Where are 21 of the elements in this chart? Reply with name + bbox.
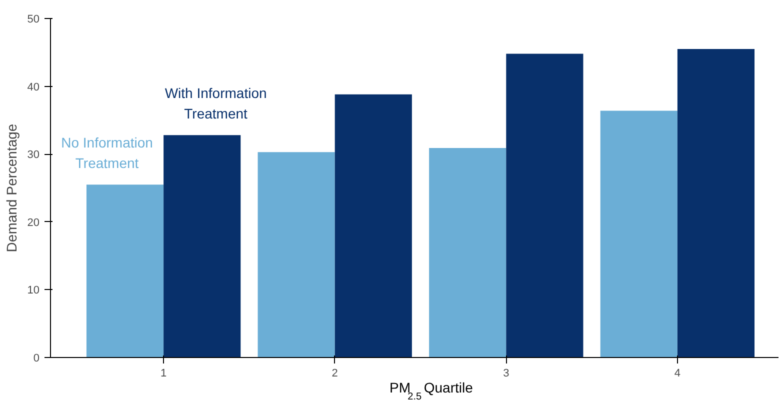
y-tick-label: 40 bbox=[27, 81, 40, 94]
bar bbox=[600, 110, 678, 358]
y-axis-title: Demand Percentage bbox=[3, 124, 20, 252]
bar bbox=[334, 94, 412, 358]
y-tick-label: 50 bbox=[27, 14, 40, 26]
x-tick-label: 1 bbox=[160, 368, 167, 380]
bar bbox=[258, 152, 335, 358]
y-tick-label: 10 bbox=[27, 284, 40, 297]
series-label: With Information Treatment bbox=[164, 84, 267, 122]
y-tick-label: 20 bbox=[27, 216, 40, 229]
bar bbox=[86, 184, 164, 358]
x-tick-label: 4 bbox=[674, 368, 681, 380]
bar bbox=[677, 49, 755, 358]
series-label: No Information Treatment bbox=[61, 134, 153, 172]
bar bbox=[506, 54, 584, 358]
x-tick-label: 3 bbox=[503, 368, 510, 380]
bar bbox=[164, 135, 241, 358]
x-tick-label: 2 bbox=[332, 368, 338, 380]
y-tick-label: 0 bbox=[33, 352, 40, 364]
y-tick-label: 30 bbox=[27, 149, 40, 162]
bar bbox=[429, 148, 506, 358]
